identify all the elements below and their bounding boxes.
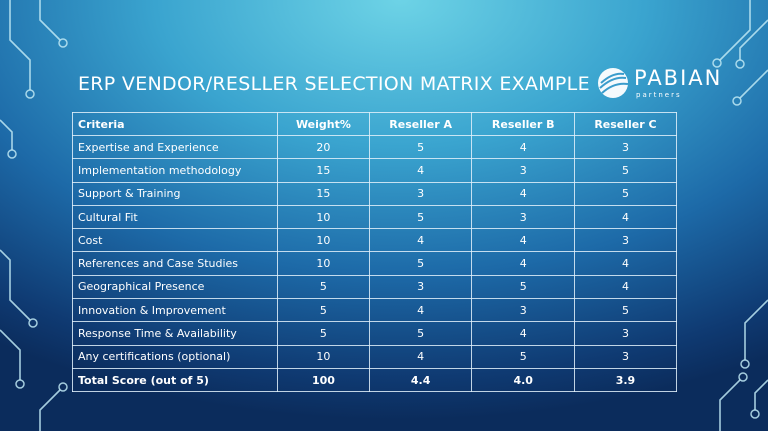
table-cell: Support & Training: [72, 181, 278, 206]
table-cell: References and Case Studies: [72, 251, 278, 276]
table-cell: 4: [573, 274, 678, 300]
table-cell: Implementation methodology: [72, 158, 278, 183]
table-cell: Expertise and Experience: [72, 134, 278, 160]
logo-tagline: partners: [636, 91, 682, 99]
table-cell: 4: [573, 204, 678, 230]
table-cell: Weight%: [277, 112, 370, 136]
table-row: Cultural Fit 10 5 3 4: [72, 204, 678, 230]
table-cell: Innovation & Improvement: [72, 298, 278, 323]
table-cell: 3: [573, 134, 678, 160]
table-cell: Total Score (out of 5): [72, 367, 278, 393]
table-cell: 4: [471, 181, 575, 206]
table-cell: 5: [471, 344, 575, 369]
table-cell: 5: [277, 298, 370, 323]
table-cell: 3: [573, 228, 678, 253]
table-cell: Any certifications (optional): [72, 344, 278, 369]
table-cell: 4.0: [471, 367, 575, 393]
table-cell: 4: [471, 251, 575, 276]
table-cell: Response Time & Availability: [72, 321, 278, 346]
table-cell: 20: [277, 134, 370, 160]
table-cell: 3: [573, 344, 678, 369]
table-cell: 15: [277, 158, 370, 183]
table-cell: Criteria: [72, 112, 278, 136]
table-cell: 4: [368, 344, 473, 369]
table-cell: 5: [368, 251, 473, 276]
table-cell: 4: [573, 251, 678, 276]
selection-matrix: Criteria Weight% Reseller A Reseller B Resel…: [72, 112, 678, 393]
table-cell: 4: [368, 228, 473, 253]
table-cell: 10: [277, 228, 370, 253]
table-cell: Cost: [72, 228, 278, 253]
table-cell: 3: [471, 298, 575, 323]
table-row: Any certifications (optional) 10 4 5 3: [72, 344, 678, 369]
table-cell: 5: [573, 298, 678, 323]
table-cell: 5: [368, 134, 473, 160]
table-row: References and Case Studies 10 5 4 4: [72, 251, 678, 276]
table-cell: 4.4: [368, 367, 473, 393]
table-cell: 100: [277, 367, 370, 393]
table-row: Expertise and Experience 20 5 4 3: [72, 134, 678, 160]
table-cell: 5: [573, 181, 678, 206]
table-cell: Reseller A: [368, 112, 473, 136]
table-cell: 10: [277, 204, 370, 230]
table-cell: 4: [368, 298, 473, 323]
table-cell: 3: [368, 274, 473, 300]
table-row: Geographical Presence 5 3 5 4: [72, 274, 678, 300]
table-cell: 5: [277, 321, 370, 346]
table-cell: 10: [277, 251, 370, 276]
table-cell: 5: [471, 274, 575, 300]
table-row: Cost 10 4 4 3: [72, 228, 678, 253]
header-row: Criteria Weight% Reseller A Reseller B Resel…: [72, 112, 678, 136]
table-cell: 5: [277, 274, 370, 300]
table-cell: 3: [471, 158, 575, 183]
table-row: Response Time & Availability 5 5 4 3: [72, 321, 678, 346]
table-cell: 4: [368, 158, 473, 183]
table-cell: Cultural Fit: [72, 204, 278, 230]
slide-title: ERP VENDOR/RESLLER SELECTION MATRIX EXAM…: [78, 73, 590, 95]
table-cell: 3: [368, 181, 473, 206]
logo-name: PABIAN: [634, 66, 723, 90]
table-row: Innovation & Improvement 5 4 3 5: [72, 298, 678, 323]
total-row: Total Score (out of 5) 100 4.4 4.0 3.9: [72, 367, 678, 393]
table-cell: 3.9: [573, 367, 678, 393]
table-cell: 15: [277, 181, 370, 206]
table-cell: 5: [368, 321, 473, 346]
logo-mark: [598, 68, 629, 98]
table-cell: Reseller C: [573, 112, 678, 136]
table-cell: 5: [573, 158, 678, 183]
table-cell: 10: [277, 344, 370, 369]
table-cell: 4: [471, 321, 575, 346]
table-cell: 3: [573, 321, 678, 346]
table-cell: 3: [471, 204, 575, 230]
table-cell: 5: [368, 204, 473, 230]
table-cell: 4: [471, 228, 575, 253]
table-row: Implementation methodology 15 4 3 5: [72, 158, 678, 183]
table-cell: Reseller B: [471, 112, 575, 136]
table-cell: 4: [471, 134, 575, 160]
table-cell: Geographical Presence: [72, 274, 278, 300]
table-row: Support & Training 15 3 4 5: [72, 181, 678, 206]
